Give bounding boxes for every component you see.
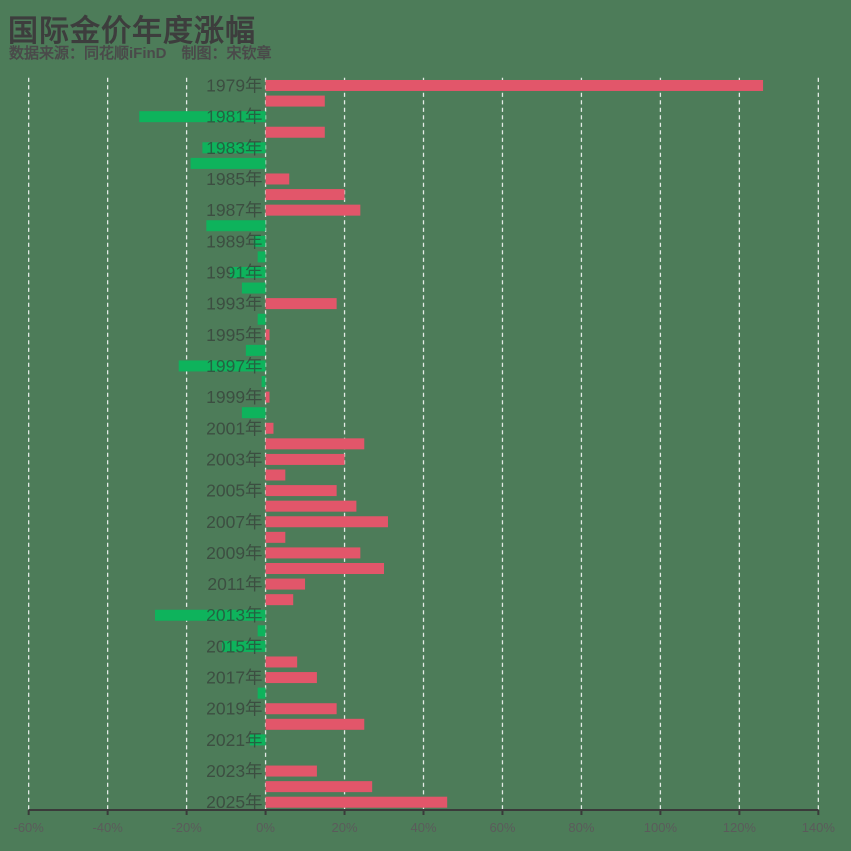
svg-text:40%: 40%	[410, 820, 436, 835]
svg-text:2011年: 2011年	[207, 574, 262, 594]
svg-text:1979年: 1979年	[206, 75, 262, 95]
svg-text:-40%: -40%	[92, 820, 123, 835]
svg-text:2017年: 2017年	[206, 668, 262, 688]
svg-text:1981年: 1981年	[206, 107, 262, 127]
svg-text:2021年: 2021年	[206, 730, 262, 750]
svg-text:1991年: 1991年	[206, 262, 262, 282]
svg-text:2009年: 2009年	[206, 543, 262, 563]
svg-text:2001年: 2001年	[206, 418, 262, 438]
svg-text:1983年: 1983年	[206, 138, 262, 158]
svg-text:2023年: 2023年	[206, 761, 262, 781]
svg-text:1987年: 1987年	[206, 200, 262, 220]
svg-text:-60%: -60%	[13, 820, 44, 835]
svg-text:2013年: 2013年	[206, 605, 262, 625]
svg-text:1997年: 1997年	[206, 356, 262, 376]
svg-text:140%: 140%	[802, 820, 836, 835]
svg-text:1993年: 1993年	[206, 294, 262, 314]
svg-text:1999年: 1999年	[206, 387, 262, 407]
svg-text:2005年: 2005年	[206, 481, 262, 501]
svg-text:1985年: 1985年	[206, 169, 262, 189]
svg-text:120%: 120%	[723, 820, 757, 835]
svg-text:0%: 0%	[256, 820, 275, 835]
svg-text:1989年: 1989年	[206, 231, 262, 251]
svg-text:2007年: 2007年	[206, 512, 262, 532]
svg-text:-20%: -20%	[171, 820, 202, 835]
svg-text:1995年: 1995年	[206, 325, 262, 345]
svg-text:100%: 100%	[644, 820, 678, 835]
svg-text:60%: 60%	[489, 820, 515, 835]
svg-text:20%: 20%	[332, 820, 358, 835]
svg-text:80%: 80%	[568, 820, 594, 835]
svg-text:2003年: 2003年	[206, 449, 262, 469]
svg-text:2015年: 2015年	[206, 636, 262, 656]
svg-text:2025年: 2025年	[206, 792, 262, 812]
svg-text:2019年: 2019年	[206, 699, 262, 719]
